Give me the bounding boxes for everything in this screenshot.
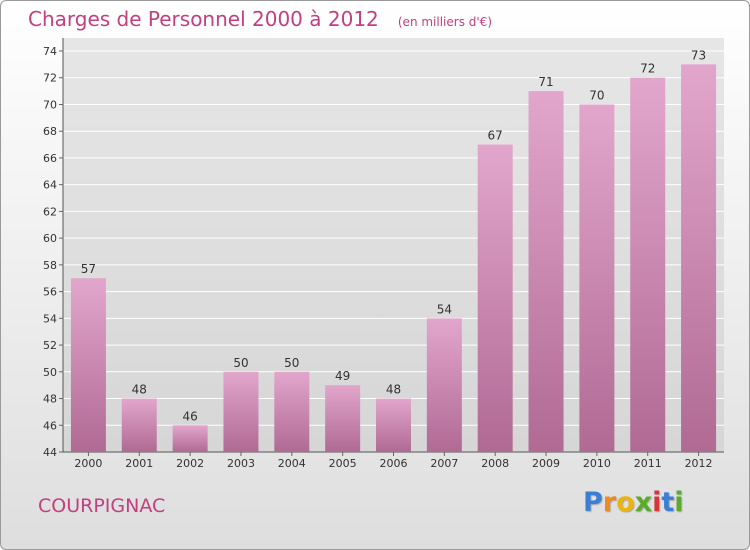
bar-value-label: 70	[589, 88, 604, 102]
plot-area: 44 46 48 50 52 54 56 58 60 62 64 66 68 70 72 74 57 2000 48…	[43, 38, 724, 470]
x-tick-label: 2010	[583, 457, 611, 470]
y-tick-label: 54	[43, 312, 57, 325]
y-tick-label: 58	[43, 259, 57, 272]
bar	[70, 278, 106, 452]
bar	[172, 425, 208, 452]
title-row: Charges de Personnel 2000 à 2012 (en mil…	[28, 7, 492, 31]
x-tick-label: 2012	[685, 457, 713, 470]
logo-letter: r	[602, 487, 617, 518]
bar	[274, 371, 310, 452]
y-tick-label: 66	[43, 152, 57, 165]
bar-value-label: 50	[233, 356, 248, 370]
logo-letter: i	[652, 487, 662, 518]
bar	[681, 64, 717, 452]
y-tick-label: 60	[43, 232, 57, 245]
bar	[579, 104, 615, 452]
x-tick-label: 2000	[74, 457, 102, 470]
y-tick-label: 74	[43, 45, 57, 58]
x-tick-label: 2001	[125, 457, 153, 470]
bar-value-label: 49	[335, 369, 350, 383]
bar-value-label: 54	[437, 302, 452, 316]
bar-value-label: 72	[640, 62, 655, 76]
place-name: COURPIGNAC	[38, 495, 166, 517]
y-tick-label: 44	[43, 446, 57, 459]
bar	[477, 144, 513, 453]
chart-subtitle: (en milliers d'€)	[397, 15, 492, 29]
y-tick-label: 70	[43, 98, 57, 111]
y-tick-label: 48	[43, 393, 57, 406]
bar-value-label: 73	[691, 48, 706, 62]
bar-value-label: 46	[182, 409, 197, 423]
x-tick-label: 2006	[380, 457, 408, 470]
logo-letter: t	[661, 487, 675, 518]
y-tick-label: 52	[43, 339, 57, 352]
x-tick-label: 2009	[532, 457, 560, 470]
x-tick-label: 2008	[481, 457, 509, 470]
bar	[630, 77, 666, 452]
bar-value-label: 48	[386, 383, 401, 397]
y-tick-label: 56	[43, 286, 57, 299]
bar	[528, 91, 564, 452]
x-tick-label: 2007	[430, 457, 458, 470]
bar	[376, 398, 411, 452]
bar	[223, 371, 259, 452]
logo-letter: x	[634, 487, 653, 518]
y-tick-label: 62	[43, 205, 57, 218]
bar-value-label: 71	[538, 75, 553, 89]
y-tick-label: 72	[43, 72, 57, 85]
x-tick-label: 2011	[634, 457, 662, 470]
bar	[426, 318, 462, 452]
bar-value-label: 48	[132, 383, 147, 397]
bar-value-label: 67	[488, 129, 503, 143]
bar	[325, 385, 361, 452]
logo-letter: o	[616, 487, 635, 518]
bar-value-label: 57	[81, 262, 96, 276]
chart-title: Charges de Personnel 2000 à 2012	[28, 7, 379, 31]
x-tick-label: 2005	[329, 457, 357, 470]
x-tick-label: 2002	[176, 457, 204, 470]
y-tick-label: 46	[43, 419, 57, 432]
y-tick-label: 50	[43, 366, 57, 379]
y-tick-label: 68	[43, 125, 57, 138]
bar-value-label: 50	[284, 356, 299, 370]
logo-letter: i	[674, 487, 684, 518]
x-tick-label: 2004	[278, 457, 306, 470]
proxiti-logo: Proxiti	[583, 487, 684, 518]
bar	[121, 398, 157, 452]
y-tick-label: 64	[43, 179, 57, 192]
x-tick-label: 2003	[227, 457, 255, 470]
logo-letter: P	[583, 487, 603, 518]
